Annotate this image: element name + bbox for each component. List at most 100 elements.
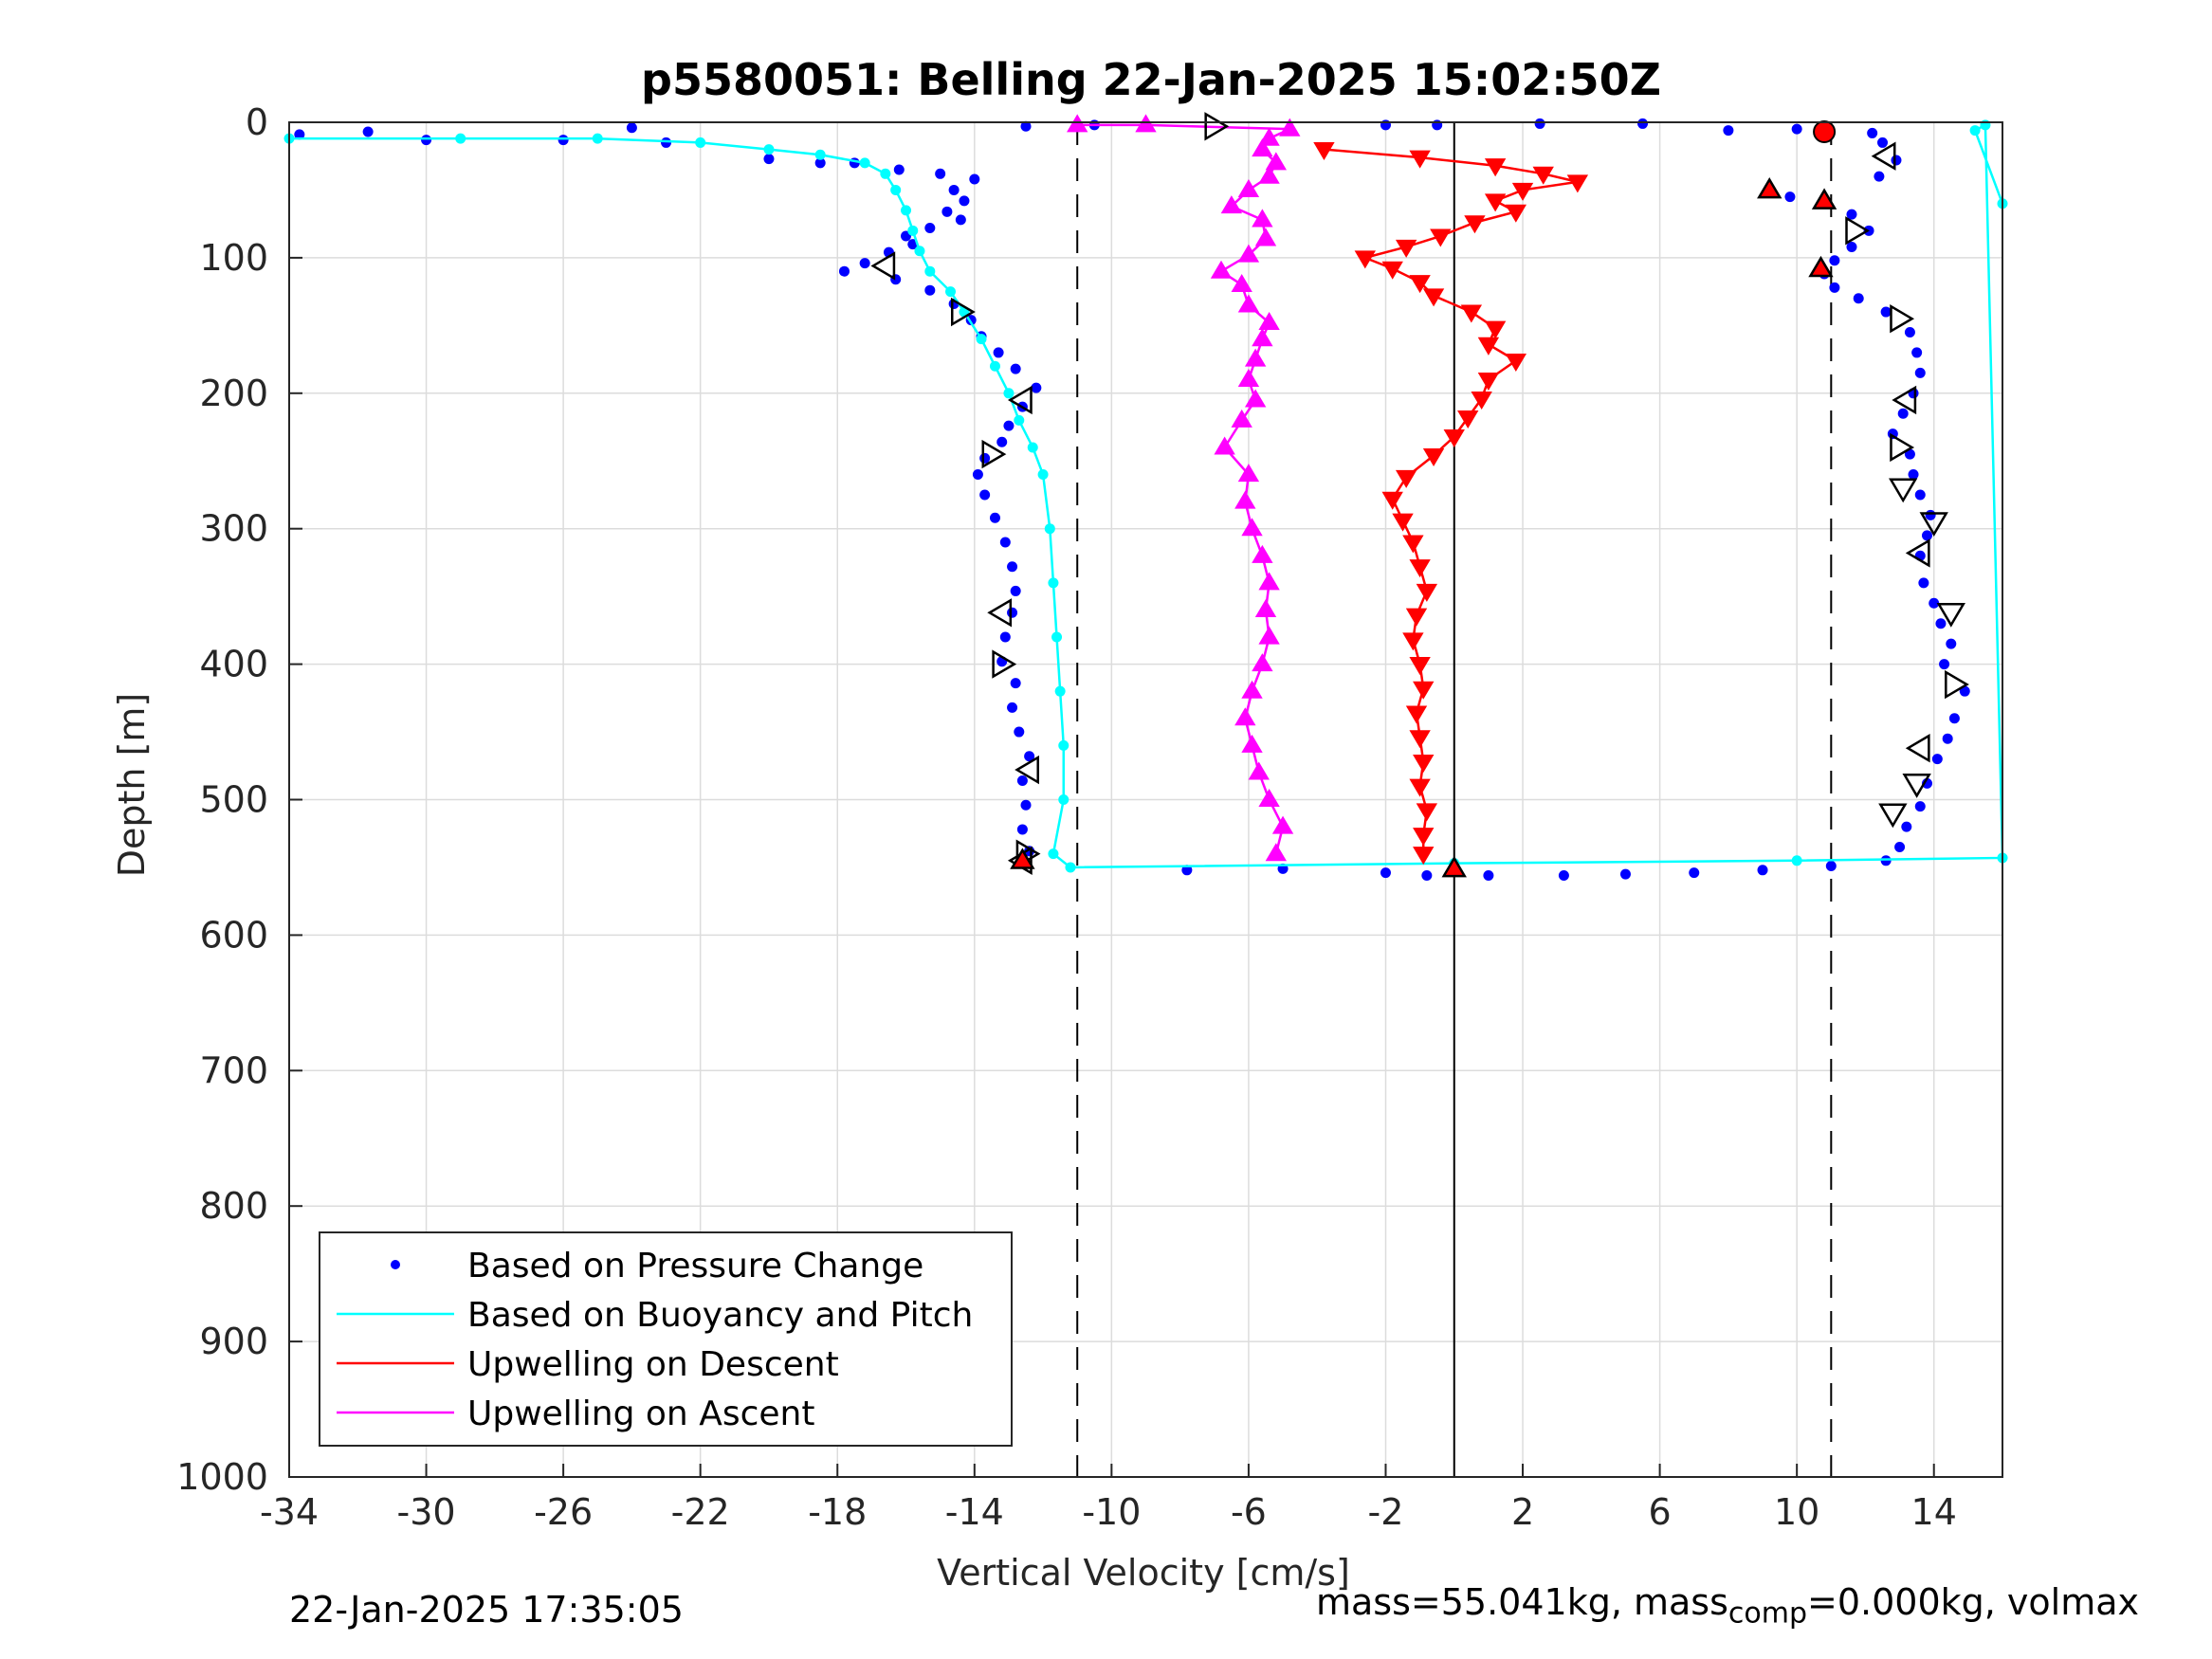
data-point [1258, 572, 1280, 591]
data-point [1014, 726, 1025, 738]
data-point [1430, 228, 1452, 247]
data-point [1829, 255, 1840, 266]
data-point [695, 137, 706, 148]
data-point [1234, 490, 1256, 509]
data-point [924, 265, 936, 277]
series-1 [283, 119, 2008, 873]
data-point [1237, 244, 1260, 263]
data-point [763, 154, 775, 165]
legend-label: Upwelling on Ascent [467, 1395, 814, 1433]
data-point [1483, 870, 1494, 882]
data-point [1381, 491, 1403, 510]
data-point [1067, 114, 1088, 133]
data-point [1241, 680, 1263, 699]
data-point [1214, 436, 1235, 455]
data-point [979, 452, 991, 464]
data-point [1914, 489, 1926, 501]
data-point [1457, 410, 1479, 428]
data-point [1409, 150, 1431, 169]
data-point [763, 144, 775, 155]
data-point [1181, 865, 1193, 876]
data-point [1784, 191, 1796, 203]
y-tick-label: 400 [199, 644, 268, 685]
data-point [1853, 293, 1864, 304]
data-point [1392, 513, 1414, 532]
footer-timestamp: 22-Jan-2025 17:35:05 [289, 1589, 684, 1631]
data-point [1010, 678, 1021, 689]
data-point [421, 135, 432, 146]
data-point [969, 173, 980, 185]
data-point [1505, 204, 1526, 223]
series-layer [283, 114, 2008, 882]
series-3 [1067, 114, 1301, 862]
data-point [989, 360, 1000, 372]
data-point [1935, 618, 1947, 629]
data-point [1020, 120, 1032, 132]
data-point [1252, 328, 1273, 347]
data-point [1003, 388, 1015, 399]
data-point [1477, 372, 1500, 391]
data-point [989, 512, 1000, 523]
data-point [935, 168, 946, 179]
data-point [1929, 597, 1940, 609]
data-point [959, 195, 970, 207]
data-point [1248, 761, 1270, 780]
legend-label: Based on Buoyancy and Pitch [467, 1296, 973, 1335]
x-tick-label: -2 [1368, 1491, 1404, 1533]
data-point [1027, 442, 1038, 453]
data-point [1395, 469, 1417, 488]
annotation-marker [1845, 216, 1871, 246]
data-point [1914, 801, 1926, 812]
data-point [1948, 713, 1960, 724]
data-point [1689, 867, 1700, 879]
data-point [1925, 509, 1936, 520]
data-point [1258, 789, 1280, 808]
annotation-marker [1813, 120, 1837, 144]
data-point [1534, 118, 1545, 129]
annotation-marker [1945, 669, 1969, 700]
x-tick-label: -14 [945, 1491, 1004, 1533]
data-point [1258, 127, 1280, 146]
annotation-marker [870, 251, 896, 281]
data-point [1846, 241, 1857, 252]
annotation-marker [1811, 188, 1837, 210]
data-point [1825, 861, 1837, 872]
data-point [1231, 274, 1252, 293]
annotation-marker [1919, 512, 1948, 538]
marker-group-4 [1813, 120, 1837, 144]
data-point [1413, 828, 1435, 847]
data-point [1413, 847, 1435, 866]
y-tick-label: 300 [199, 508, 268, 550]
data-point [996, 436, 1008, 447]
mass-text-b: =0.000kg, volmax [1807, 1581, 2140, 1623]
y-tick-label: 600 [199, 914, 268, 956]
annotation-marker [1204, 112, 1230, 141]
x-tick-label: 2 [1511, 1491, 1534, 1533]
data-point [1484, 320, 1507, 339]
data-point [362, 126, 374, 137]
data-point [1231, 409, 1252, 428]
data-point [1846, 209, 1857, 220]
series-0 [294, 118, 1970, 882]
data-point [1918, 577, 1929, 589]
legend-entry: Upwelling on Descent [337, 1345, 839, 1384]
data-point [1381, 261, 1403, 280]
data-point [890, 184, 902, 195]
marker-group-1 [870, 141, 1930, 875]
data-point [1258, 626, 1280, 645]
annotation-marker [1808, 255, 1834, 278]
data-point [1016, 775, 1028, 786]
y-tick-label: 800 [199, 1185, 268, 1227]
data-point [1237, 294, 1260, 313]
data-point [1265, 843, 1288, 862]
data-point [1829, 282, 1840, 293]
data-point [1723, 125, 1734, 137]
data-point [1135, 114, 1157, 133]
mass-text-a: mass=55.041kg, mass [1316, 1581, 1728, 1623]
data-point [1244, 348, 1267, 367]
data-point [1416, 803, 1438, 822]
data-point [1354, 250, 1376, 269]
series-2 [1313, 142, 1589, 866]
x-tick-label: -22 [671, 1491, 730, 1533]
